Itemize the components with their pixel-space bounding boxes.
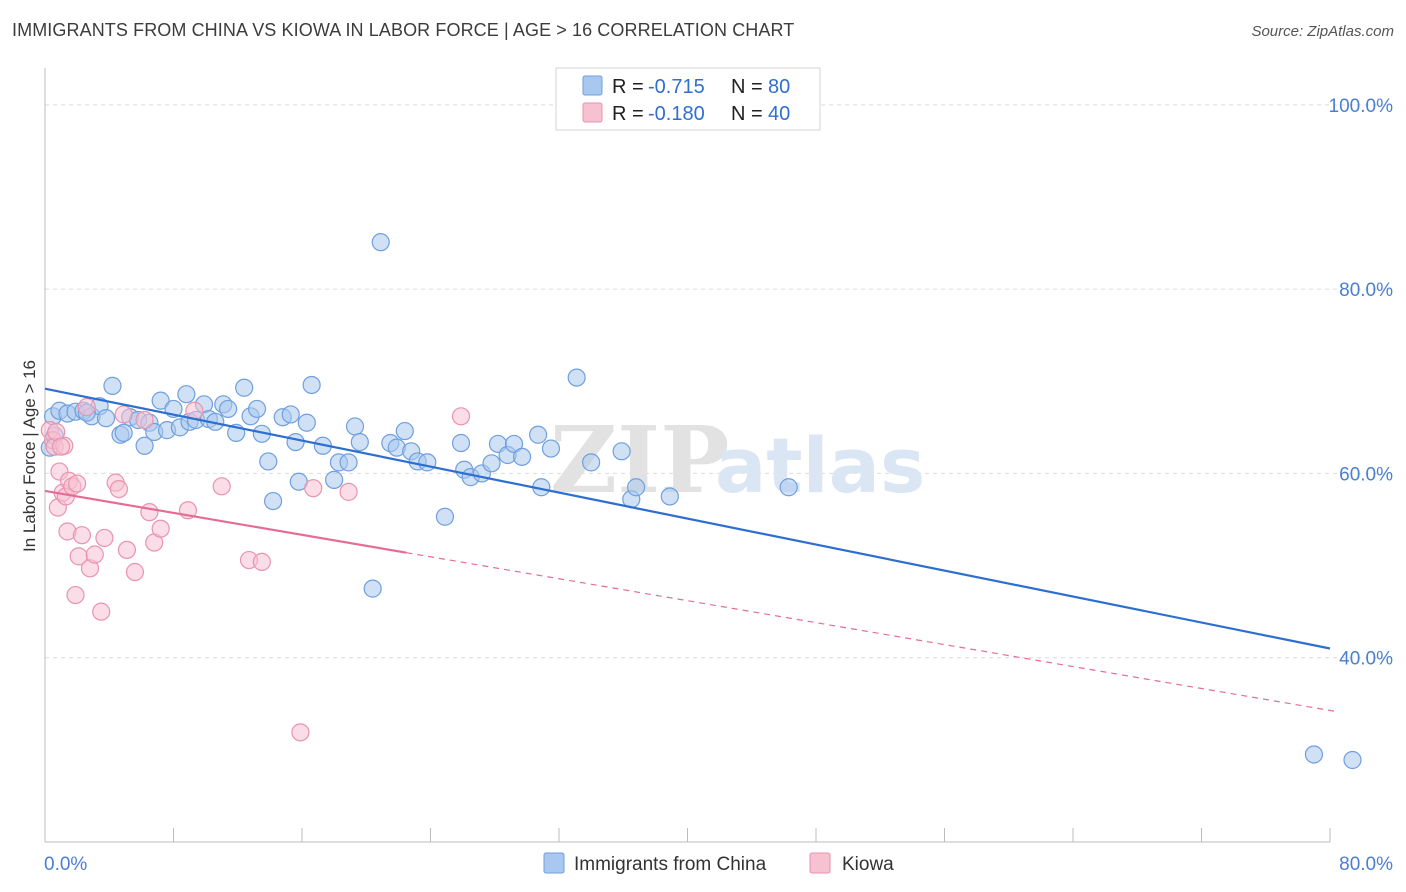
point-china <box>1343 750 1362 770</box>
bottom-legend-swatch-kiowa <box>809 852 831 874</box>
point-kiowa <box>95 528 114 548</box>
point-china <box>103 376 122 395</box>
point-kiowa <box>66 585 85 605</box>
point-china <box>363 579 382 598</box>
point-kiowa <box>212 477 231 496</box>
point-kiowa <box>51 437 71 456</box>
legend-r-value-china: -0.715 <box>648 76 705 98</box>
y-tick-label: 60.0% <box>1339 464 1393 485</box>
point-china <box>418 453 437 472</box>
point-kiowa <box>291 723 310 742</box>
watermark-atlas: atlas <box>715 421 925 510</box>
point-kiowa <box>151 519 170 538</box>
series-layer <box>40 233 1362 770</box>
point-china <box>504 434 524 454</box>
point-china <box>96 409 116 428</box>
point-china <box>779 478 798 497</box>
point-china <box>350 433 369 452</box>
point-kiowa <box>125 562 145 582</box>
trendline-kiowa <box>44 489 407 554</box>
point-china <box>1304 745 1324 764</box>
legend-n-label-china: N = <box>731 76 763 98</box>
point-china <box>135 436 154 455</box>
trend-layer <box>44 387 1339 713</box>
y-tick-label: 80.0% <box>1339 280 1393 301</box>
legend-swatch-kiowa <box>582 102 603 123</box>
point-kiowa <box>109 479 128 499</box>
point-china <box>219 399 238 419</box>
point-kiowa <box>252 552 271 571</box>
point-china <box>302 375 321 395</box>
point-kiowa <box>451 407 471 426</box>
chart-title: IMMIGRANTS FROM CHINA VS KIOWA IN LABOR … <box>12 20 795 40</box>
point-china <box>660 487 679 506</box>
point-china <box>345 417 365 436</box>
point-china <box>151 391 170 410</box>
y-tick-label: 40.0% <box>1339 649 1393 670</box>
point-kiowa <box>92 602 111 621</box>
series-china <box>40 233 1362 770</box>
tick-layer: 100.0% 80.0% 60.0% 40.0% 0.0% 80.0% <box>44 96 1393 875</box>
point-china <box>435 507 455 526</box>
y-tick-label: 100.0% <box>1329 96 1394 117</box>
x-tick-label: 80.0% <box>1339 854 1393 875</box>
point-china <box>235 378 254 397</box>
y-axis-label: In Labor Force | Age > 16 <box>20 360 39 552</box>
point-kiowa <box>117 540 137 560</box>
point-kiowa <box>140 503 159 522</box>
point-china <box>177 385 196 404</box>
bottom-legend: Immigrants from China Kiowa <box>543 852 894 875</box>
legend-n-value-china: 80 <box>768 76 790 98</box>
point-china <box>529 425 548 444</box>
point-china <box>512 447 532 466</box>
legend-r-value-kiowa: -0.180 <box>648 103 705 125</box>
bottom-legend-label-china: Immigrants from China <box>574 854 767 875</box>
point-kiowa <box>304 479 323 498</box>
point-kiowa <box>135 410 154 430</box>
point-kiowa <box>85 545 104 564</box>
top-legend: R = -0.715 N = 80 R = -0.180 N = 40 <box>555 67 821 131</box>
point-china <box>259 452 278 471</box>
point-china <box>567 368 586 387</box>
point-china <box>114 423 133 442</box>
point-kiowa <box>72 526 92 545</box>
legend-n-value-kiowa: 40 <box>768 103 790 125</box>
legend-n-label-kiowa: N = <box>731 103 763 125</box>
point-china <box>339 453 358 472</box>
trendline-china <box>44 387 1331 650</box>
point-china <box>482 454 501 473</box>
trendline-extension-kiowa <box>406 552 1339 713</box>
bottom-legend-label-kiowa: Kiowa <box>842 854 894 875</box>
point-china <box>371 233 390 252</box>
point-kiowa <box>114 405 133 424</box>
chart-source: Source: ZipAtlas.com <box>1251 23 1394 40</box>
point-china <box>612 442 631 461</box>
legend-swatch-china <box>582 75 603 96</box>
point-china <box>281 405 300 424</box>
legend-r-label-china: R = <box>612 76 644 98</box>
point-china <box>297 413 316 432</box>
series-kiowa <box>40 397 471 742</box>
point-china <box>541 439 561 458</box>
point-kiowa <box>77 397 96 417</box>
legend-r-label-kiowa: R = <box>612 103 644 125</box>
x-tick-label: 0.0% <box>44 854 87 875</box>
point-china <box>582 453 601 472</box>
point-kiowa <box>68 474 87 493</box>
bottom-legend-swatch-china <box>543 852 565 874</box>
point-china <box>286 433 305 452</box>
point-china <box>626 478 646 497</box>
point-china <box>325 470 344 489</box>
point-china <box>263 491 283 511</box>
point-kiowa <box>339 482 358 501</box>
point-china <box>451 433 471 453</box>
point-china <box>247 399 267 419</box>
point-china <box>395 421 414 441</box>
watermark: ZIP atlas <box>550 406 925 514</box>
